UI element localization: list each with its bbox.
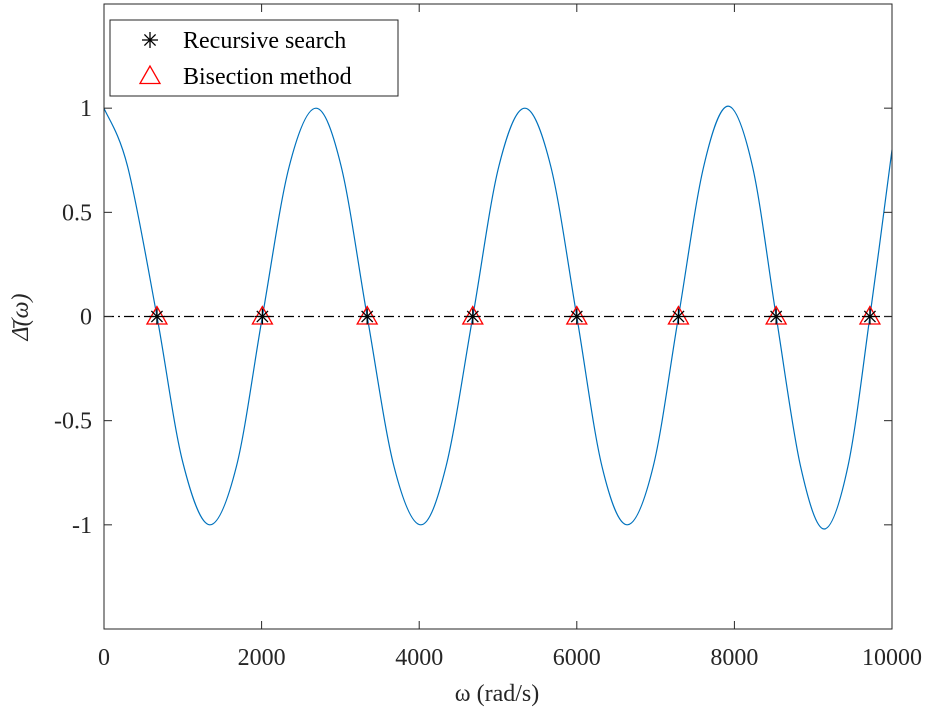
legend-entry-bisection-method: Bisection method: [138, 64, 352, 90]
y-tick-label: -0.5: [54, 409, 92, 435]
asterisk-stroke: [770, 310, 783, 323]
y-tick-label: -1: [72, 513, 92, 539]
recursive-search-point: [148, 308, 165, 325]
legend-label-recursive-search: Recursive search: [183, 28, 346, 54]
x-tick-label: 10000: [862, 645, 922, 671]
asterisk-stroke: [256, 310, 269, 323]
recursive-search-point: [464, 308, 481, 325]
x-tick-label: 2000: [238, 645, 286, 671]
recursive-search-point: [861, 308, 878, 325]
legend-entry-recursive-search: Recursive search: [142, 28, 346, 54]
y-axis-ticks: 1 0.5 0 -0.5 -1: [54, 96, 892, 539]
legend-marker-asterisk: [142, 32, 158, 48]
recursive-search-point: [359, 308, 376, 325]
y-tick-label: 0: [80, 305, 92, 331]
x-axis-ticks: 0 2000 4000 6000 8000 10000: [98, 4, 922, 671]
legend: Recursive search Bisection method: [109, 19, 399, 97]
x-tick-label: 4000: [395, 645, 443, 671]
x-tick-label: 8000: [710, 645, 758, 671]
legend-marker-triangle: [138, 64, 162, 85]
recursive-search-point: [768, 308, 785, 325]
x-tick-label: 6000: [553, 645, 601, 671]
asterisk-stroke: [863, 310, 876, 323]
asterisk-stroke: [150, 310, 164, 323]
recursive-search-point: [670, 308, 687, 325]
recursive-search-point: [254, 308, 271, 325]
legend-label-bisection-method: Bisection method: [183, 64, 352, 90]
delta-curve: [103, 105, 893, 530]
recursive-search-point: [568, 308, 585, 325]
asterisk-stroke: [361, 310, 374, 323]
x-axis-label: ω (rad/s): [455, 681, 539, 707]
y-tick-label: 0.5: [62, 200, 92, 226]
asterisk-stroke: [143, 33, 157, 47]
y-tick-label: 1: [80, 96, 92, 122]
asterisk-stroke: [672, 310, 685, 323]
asterisk-stroke: [570, 310, 583, 323]
y-axis-label: Δ̄(ω): [8, 293, 34, 341]
asterisk-stroke: [466, 310, 479, 323]
x-tick-label: 0: [98, 645, 110, 671]
plot-area: [103, 105, 893, 530]
